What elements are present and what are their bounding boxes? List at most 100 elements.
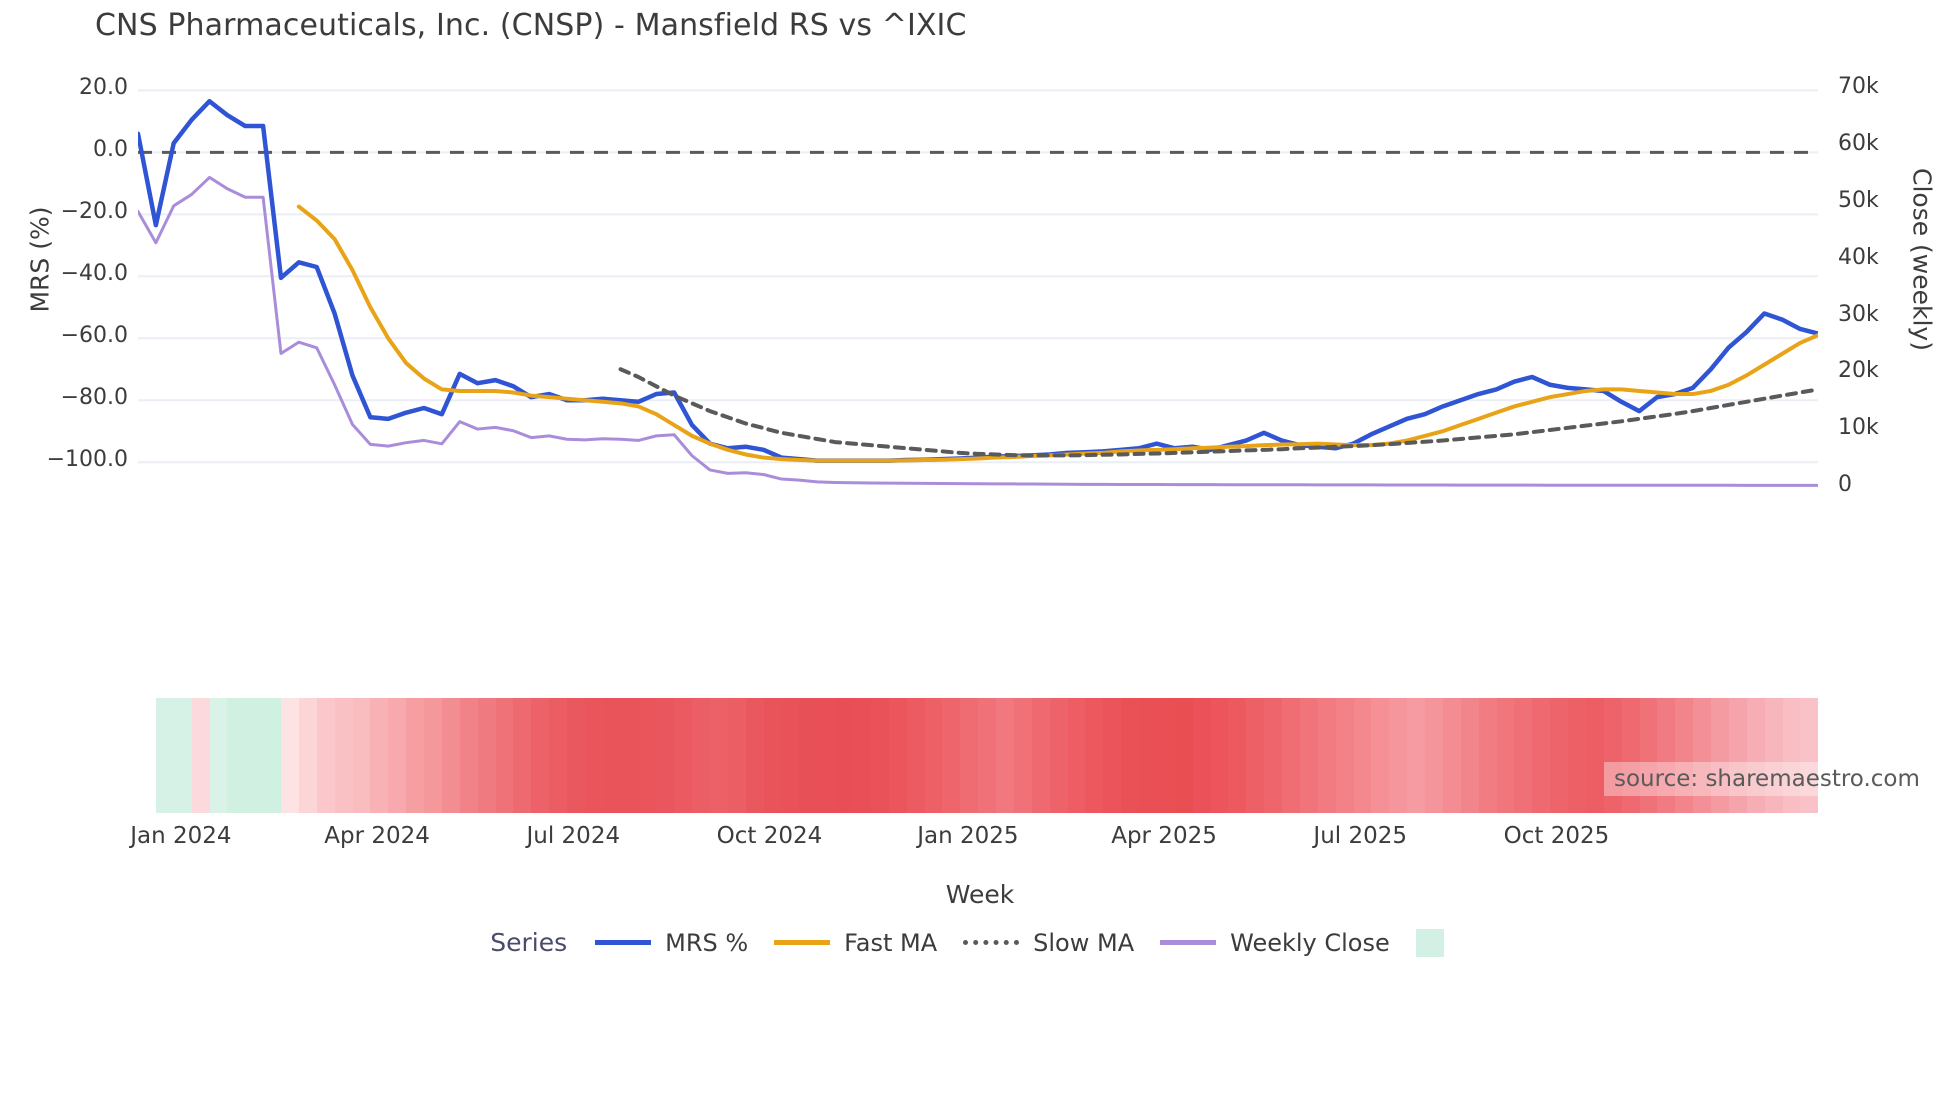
legend-entry[interactable]: Fast MA <box>774 929 937 957</box>
x-tick: Oct 2025 <box>1503 823 1610 849</box>
x-tick: Apr 2025 <box>1111 823 1217 849</box>
heatmap-cell <box>1264 698 1282 813</box>
heatmap-cell <box>1192 698 1211 813</box>
heatmap-cell <box>1800 698 1818 813</box>
heatmap-cell <box>388 698 407 813</box>
heatmap-cell <box>1532 698 1551 813</box>
heatmap-cell <box>1139 698 1157 813</box>
heatmap-cell <box>835 698 853 813</box>
chart-legend: Series MRS % Fast MA Slow MA Weekly Close <box>0 928 1960 957</box>
heatmap-cell <box>1693 698 1711 813</box>
heatmap-cell <box>1746 698 1765 813</box>
heatmap-cell <box>549 698 567 813</box>
heatmap-cell <box>227 698 246 813</box>
legend-entry[interactable]: MRS % <box>595 929 748 957</box>
heatmap-cell <box>298 698 317 813</box>
rs-rating-heatmap-strip <box>138 698 1818 813</box>
heatmap-cell <box>459 698 478 813</box>
heatmap-cell <box>316 698 335 813</box>
heatmap-cell <box>441 698 460 813</box>
legend-entry[interactable]: Weekly Close <box>1160 929 1390 957</box>
legend-swatch-line <box>595 940 652 945</box>
heatmap-cell <box>1085 698 1104 813</box>
legend-swatch-line <box>963 940 1020 945</box>
x-tick: Jul 2024 <box>526 823 621 849</box>
heatmap-cell <box>1442 698 1461 813</box>
y-tick-right: 20k <box>1838 358 1879 384</box>
heatmap-cell <box>745 698 764 813</box>
heatmap-cell <box>996 698 1014 813</box>
heatmap-cell <box>1210 698 1229 813</box>
heatmap-cell <box>1103 698 1122 813</box>
heatmap-cell <box>406 698 424 813</box>
plot-area <box>138 78 1818 487</box>
heatmap-cell <box>1585 698 1604 813</box>
heatmap-cell <box>1067 698 1086 813</box>
series-line-slow-ma <box>618 367 1818 458</box>
x-tick: Jan 2024 <box>130 823 232 849</box>
y-axis-label-left: MRS (%) <box>25 206 55 313</box>
heatmap-cell <box>1496 698 1515 813</box>
heatmap-cell <box>763 698 782 813</box>
heatmap-cell <box>924 698 943 813</box>
legend-entries: MRS % Fast MA Slow MA Weekly Close <box>595 928 1470 957</box>
heatmap-cell <box>138 698 156 813</box>
y-tick-right: 60k <box>1838 131 1879 157</box>
heatmap-cell <box>1049 698 1068 813</box>
x-tick: Jan 2025 <box>917 823 1019 849</box>
heatmap-cell <box>1121 698 1139 813</box>
heatmap-cell <box>1550 698 1568 813</box>
heatmap-cell <box>1782 698 1801 813</box>
legend-entry[interactable]: Slow MA <box>963 929 1134 957</box>
series-line-mrs- <box>138 98 1818 463</box>
heatmap-cell <box>656 698 675 813</box>
heatmap-cell <box>1657 698 1676 813</box>
y-axis-label-right: Close (weekly) <box>1907 168 1937 351</box>
source-watermark: source: sharemaestro.com <box>1604 762 1930 796</box>
chart-title: CNS Pharmaceuticals, Inc. (CNSP) - Mansf… <box>95 8 967 43</box>
x-tick: Apr 2024 <box>324 823 430 849</box>
heatmap-cell <box>245 698 264 813</box>
heatmap-cell <box>1013 698 1032 813</box>
heatmap-cell <box>727 698 746 813</box>
heatmap-cell <box>870 698 889 813</box>
heatmap-cell <box>567 698 585 813</box>
y-tick-left: −100.0 <box>46 447 128 473</box>
heatmap-cell <box>1568 698 1586 813</box>
heatmap-cell <box>1317 698 1336 813</box>
heatmap-cell <box>602 698 621 813</box>
legend-swatch-line <box>774 940 831 945</box>
heatmap-cell <box>799 698 818 813</box>
legend-entry[interactable] <box>1415 928 1444 957</box>
heatmap-cell <box>710 698 728 813</box>
legend-label: Fast MA <box>844 928 938 957</box>
heatmap-cell <box>424 698 442 813</box>
heatmap-cell <box>1246 698 1265 813</box>
heatmap-cell <box>334 698 353 813</box>
heatmap-cell <box>781 698 800 813</box>
y-tick-left: −20.0 <box>60 199 128 225</box>
heatmap-cell <box>1764 698 1783 813</box>
heatmap-cell <box>263 698 281 813</box>
heatmap-cell <box>906 698 925 813</box>
heatmap-cell <box>477 698 496 813</box>
heatmap-cell <box>1371 698 1390 813</box>
y-tick-left: −80.0 <box>60 385 128 411</box>
legend-swatch-box <box>1415 928 1444 957</box>
heatmap-cell <box>1389 698 1408 813</box>
heatmap-cell <box>281 698 299 813</box>
heatmap-cell <box>191 698 210 813</box>
heatmap-cell <box>1514 698 1533 813</box>
heatmap-cell <box>1603 698 1622 813</box>
heatmap-cell <box>674 698 693 813</box>
x-tick: Jul 2025 <box>1313 823 1408 849</box>
heatmap-cell <box>1353 698 1372 813</box>
heatmap-cell <box>817 698 836 813</box>
y-tick-right: 40k <box>1838 244 1879 270</box>
heatmap-cell <box>1335 698 1354 813</box>
legend-label: Slow MA <box>1033 928 1135 957</box>
y-tick-right: 30k <box>1838 301 1879 327</box>
heatmap-cell <box>1728 698 1747 813</box>
heatmap-cell <box>1407 698 1425 813</box>
heatmap-cell <box>370 698 389 813</box>
